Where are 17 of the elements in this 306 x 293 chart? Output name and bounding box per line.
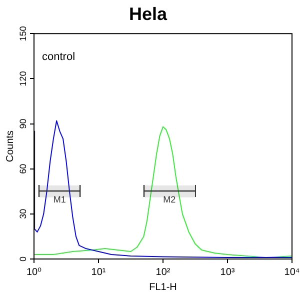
- x-tick-label: 10³: [220, 266, 236, 278]
- chart-title: Hela: [128, 4, 168, 24]
- y-tick-label: 120: [18, 71, 28, 86]
- band-label: M2: [163, 194, 176, 204]
- y-tick-label: 30: [18, 208, 28, 219]
- x-tick-label: 10⁴: [284, 266, 300, 278]
- band-label: M1: [53, 194, 66, 204]
- x-tick-label: 10⁰: [26, 266, 42, 278]
- y-tick-label: 0: [18, 256, 28, 262]
- y-tick-label: 60: [18, 164, 28, 174]
- x-tick-label: 10¹: [91, 266, 106, 278]
- y-tick-label: 150: [18, 26, 28, 42]
- x-axis-title: FL1-H: [149, 282, 177, 293]
- annotation: control: [42, 51, 76, 64]
- y-tick-label: 90: [18, 118, 28, 129]
- x-tick-label: 10²: [156, 266, 171, 278]
- y-axis-title: Counts: [4, 130, 16, 162]
